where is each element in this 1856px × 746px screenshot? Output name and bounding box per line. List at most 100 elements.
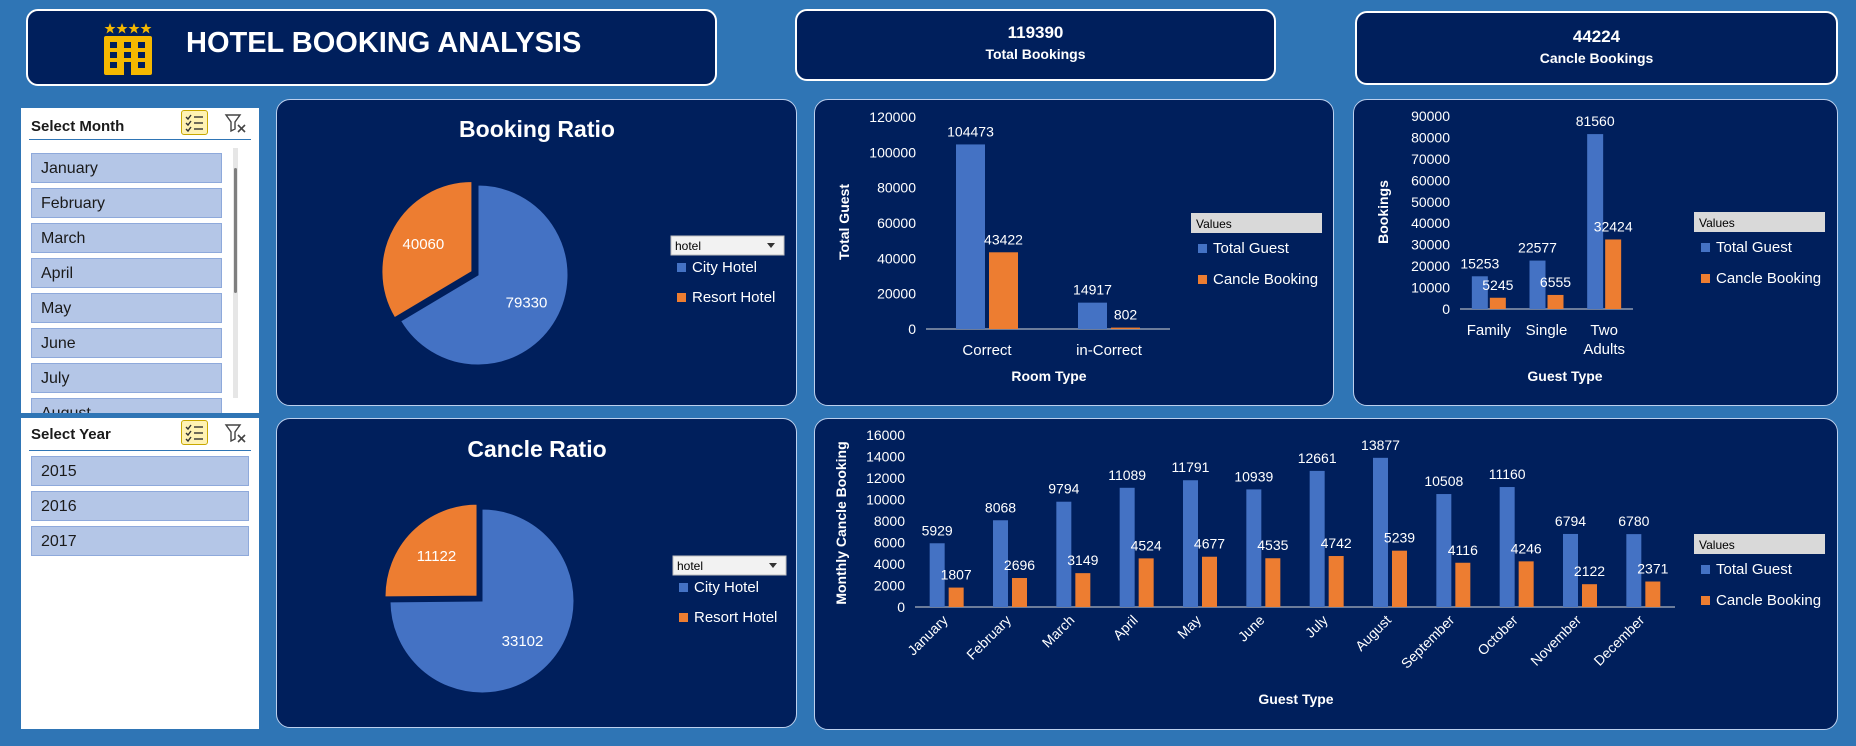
data-label: 10508 [1424,473,1463,489]
room-type-panel: 0 20000 40000 60000 80000 100000 120000 104473 4… [814,99,1334,406]
legend-header [1694,212,1825,232]
slicer-divider [29,450,251,451]
bar-total-guest-september [1436,494,1452,607]
total-bookings-card: 119390 Total Bookings [795,9,1276,81]
x-tick-label: Adults [1583,341,1625,358]
cancel-bookings-card: 44224 Cancle Bookings [1355,11,1838,85]
data-label: 802 [1114,307,1138,323]
month-item-april[interactable]: April [31,258,222,288]
year-item-2017[interactable]: 2017 [31,526,249,556]
data-label: 81560 [1576,113,1615,129]
data-label: 22577 [1518,240,1557,256]
month-item-february[interactable]: February [31,188,222,218]
bar-total-guest-may [1183,480,1198,607]
data-label: 6555 [1540,274,1571,290]
y-tick-label: 2000 [874,578,905,594]
y-tick-label: 40000 [877,250,916,266]
bar-cancle-booking-august [1392,550,1407,607]
bar-cancle-booking-september [1455,562,1471,607]
data-label: 40060 [403,236,445,253]
month-slicer-title: Select Month [31,118,125,135]
legend-total-guest: Total Guest [1716,561,1793,578]
monthly-panel: 0 2000 4000 6000 8000 10000 12000 14000 16000 592… [814,418,1838,730]
month-item-march[interactable]: March [31,223,222,253]
booking-ratio-chart: Booking Ratio 79330 40060 hotel City Hotel Re… [381,116,785,366]
data-label: 5245 [1482,277,1513,293]
x-tick-label: Family [1467,322,1512,339]
x-tick-label: October [1474,612,1521,659]
month-item-june[interactable]: June [31,328,222,358]
y-tick-label: 50000 [1411,194,1450,210]
y-tick-label: 8000 [874,513,905,529]
bar-cancle-booking-december [1645,581,1661,607]
hotel-filter-dropdown [670,235,785,256]
y-tick-label: 90000 [1411,108,1450,124]
x-tick-label: Correct [962,342,1012,359]
data-label: 14917 [1073,282,1112,298]
y-tick-label: 14000 [866,449,905,465]
data-label: 5929 [922,522,953,538]
data-label: 33102 [502,633,544,650]
legend-total-guest: Total Guest [1213,240,1290,257]
hotel-building-icon [104,23,152,75]
y-tick-label: 10000 [1411,280,1450,296]
year-slicer-title: Select Year [31,426,111,443]
y-axis-title: Bookings [1375,180,1391,244]
month-slicer-list: January February March April May June Ju… [21,143,259,413]
y-tick-label: 16000 [866,427,905,443]
legend-title: Values [1699,538,1735,552]
multi-select-button[interactable] [181,420,208,445]
x-tick-label: August [1352,612,1394,654]
page-title: HOTEL BOOKING ANALYSIS [186,27,582,59]
data-label: 11089 [1108,467,1146,483]
data-label: 43422 [984,231,1023,247]
y-tick-label: 120000 [869,109,916,125]
month-item-july[interactable]: July [31,363,222,393]
month-item-may[interactable]: May [31,293,222,323]
bar-cancle-booking-in-correct [1111,327,1140,329]
multi-select-button[interactable] [181,110,208,135]
year-item-2015[interactable]: 2015 [31,456,249,486]
y-tick-label: 20000 [1411,258,1450,274]
data-label: 4677 [1194,536,1225,552]
month-slicer-scroll-thumb[interactable] [234,168,237,293]
bar-total-guest-february [993,520,1008,607]
clear-filter-button[interactable] [224,422,248,446]
bar-total-guest-january [929,543,945,607]
data-label: 6794 [1555,513,1586,529]
chevron-down-icon [767,243,775,248]
pie-slice-resort-hotel [381,181,473,319]
legend-swatch-resort-hotel [679,613,688,622]
y-axis-title: Total Guest [836,184,852,260]
month-item-august[interactable]: August [31,398,222,413]
bar-total-guest-april [1119,487,1135,607]
data-label: 5239 [1384,530,1415,546]
y-tick-label: 40000 [1411,215,1450,231]
bar-cancle-booking-april [1138,558,1154,607]
legend-city-hotel: City Hotel [694,579,759,596]
data-label: 4742 [1321,535,1352,551]
booking-ratio-panel: Booking Ratio 79330 40060 hotel City Hotel Re… [276,99,797,406]
bar-total-guest-correct [956,144,985,329]
bar-cancle-booking-march [1075,573,1091,607]
bar-cancle-booking-may [1202,556,1217,607]
legend-swatch-total-guest [1701,243,1710,252]
month-item-january[interactable]: January [31,153,222,183]
year-item-2016[interactable]: 2016 [31,491,249,521]
data-label: 79330 [506,295,548,312]
data-label: 10939 [1234,468,1273,484]
bar-total-guest-june [1246,489,1262,607]
data-label: 2696 [1004,557,1035,573]
bar-total-guest-november [1563,533,1578,607]
data-label: 11122 [417,548,457,565]
hotel-filter-label: hotel [677,559,703,573]
monthly-chart: 0 2000 4000 6000 8000 10000 12000 14000 16000 592… [833,427,1825,707]
hotel-filter-dropdown [672,555,787,576]
total-bookings-label: Total Bookings [985,46,1086,62]
bar-total-guest-december [1626,534,1642,607]
cancel-bookings-label: Cancle Bookings [1539,50,1654,66]
clear-filter-button[interactable] [224,112,248,136]
data-label: 1807 [941,567,972,583]
x-axis-title: Guest Type [1258,691,1333,707]
data-label: 2122 [1574,563,1605,579]
